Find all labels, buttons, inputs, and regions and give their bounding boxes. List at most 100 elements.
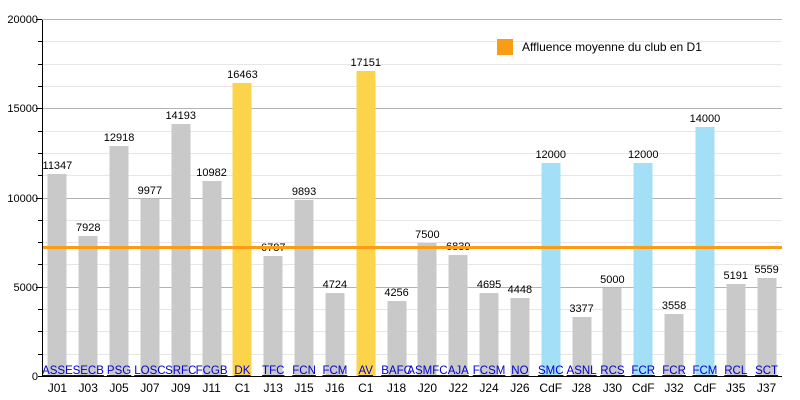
y-axis-tick: [38, 242, 42, 244]
bar: [232, 83, 252, 377]
round-label: C1: [234, 381, 251, 395]
round-label: J32: [664, 381, 684, 395]
bar-slot: 17151 AV C1: [350, 20, 381, 395]
round-label: J09: [171, 381, 191, 395]
bar: [356, 70, 376, 377]
y-tick-label: 10000: [7, 192, 38, 205]
bar: [726, 284, 746, 377]
bar-value-label: 14000: [689, 113, 721, 126]
bar-value-label: 5559: [754, 263, 779, 276]
major-gridline: [42, 286, 782, 288]
y-axis-tick: [38, 63, 42, 65]
club-link[interactable]: DK: [234, 365, 251, 377]
bar-value-label: 9893: [291, 186, 317, 199]
bar-slot: 12000 FCR CdF: [627, 20, 659, 395]
bar: [47, 174, 67, 377]
bar-value-label: 12000: [627, 148, 659, 161]
bar: [325, 292, 345, 377]
x-axis: [38, 376, 782, 377]
legend-color-swatch: [497, 39, 513, 55]
round-label: CdF: [631, 381, 655, 395]
bar-value-label: 7500: [415, 229, 440, 242]
bar-value-label: 14193: [165, 109, 197, 122]
round-label: J15: [294, 381, 314, 395]
club-link[interactable]: SCT: [755, 365, 779, 377]
club-link[interactable]: RCL: [724, 365, 748, 377]
club-link[interactable]: FCM: [692, 365, 718, 377]
bar-slot: 3558 FCR J32: [659, 20, 690, 396]
bar-slot: 10982 FCGB J11: [195, 20, 228, 395]
club-link[interactable]: BAFC: [381, 365, 412, 377]
y-axis-tick: [36, 286, 42, 288]
club-link[interactable]: FCR: [662, 365, 686, 377]
bar: [479, 293, 499, 377]
bar-value-label: 11347: [42, 160, 73, 173]
bar: [510, 297, 530, 377]
bar-value-label: 4724: [322, 278, 348, 291]
club-link[interactable]: AJA: [447, 365, 469, 377]
club-link[interactable]: FCR: [631, 365, 656, 377]
round-label: J22: [448, 381, 468, 395]
y-axis-tick: [38, 130, 42, 132]
bar-slot: 6839AJAJ22: [443, 20, 474, 395]
round-label: J35: [726, 381, 746, 395]
y-axis-tick: [38, 309, 42, 311]
round-label: J16: [325, 381, 345, 395]
y-tick-label: 5000: [13, 281, 38, 294]
round-label: J03: [78, 381, 98, 395]
round-label: J24: [479, 381, 499, 395]
round-label: CdF: [693, 381, 717, 395]
bar-slot: 5191 RCL J35: [720, 20, 751, 395]
club-link[interactable]: PSG: [106, 365, 132, 377]
round-label: C1: [358, 381, 374, 395]
bar-value-label: 10982: [196, 166, 227, 179]
minor-gridline: [42, 63, 782, 65]
club-link[interactable]: LOSC: [134, 365, 166, 377]
legend: Affluence moyenne du club en D1: [497, 39, 702, 55]
minor-gridline: [42, 130, 782, 132]
legend-label: Affluence moyenne du club en D1: [522, 40, 702, 54]
bar: [78, 235, 98, 377]
club-link[interactable]: FCSM: [472, 365, 506, 377]
club-link[interactable]: NO: [511, 365, 529, 377]
bar-value-label: 3558: [661, 299, 687, 312]
club-link[interactable]: RCS: [600, 365, 625, 377]
club-link[interactable]: SMC: [537, 365, 564, 377]
round-label: J11: [202, 381, 221, 395]
y-axis-tick: [38, 264, 42, 266]
bar-value-label: 9977: [137, 184, 163, 197]
bar-value-label: 5000: [600, 273, 625, 286]
average-attendance-line: [42, 245, 782, 249]
bar-slot: 5000 RCS J30: [597, 20, 628, 395]
club-link[interactable]: FCM: [322, 365, 348, 377]
bar-slot: 4724 FCM J16: [320, 20, 351, 395]
club-link[interactable]: ASNL: [566, 365, 597, 377]
y-axis-tick: [36, 108, 42, 110]
club-link[interactable]: TFC: [262, 365, 285, 377]
minor-gridline: [42, 264, 782, 266]
bar-slot: 9977 LOSC J07: [134, 20, 166, 395]
y-axis-tick: [38, 41, 42, 43]
club-link[interactable]: SECB: [72, 365, 104, 377]
bar-slot: 12918 PSG J05: [104, 20, 135, 395]
club-link[interactable]: FCGB: [195, 365, 228, 377]
y-axis-tick: [38, 152, 42, 154]
club-link[interactable]: ASMFC: [407, 365, 448, 377]
bar-slot: 7500 ASMFC J20: [407, 20, 447, 395]
bar: [448, 254, 468, 377]
round-label: J30: [602, 381, 623, 395]
minor-gridline: [42, 331, 782, 333]
bar-value-label: 5191: [723, 270, 748, 283]
club-link[interactable]: ASSE: [42, 365, 73, 377]
bar-slot: 6787TFCJ13: [258, 20, 289, 395]
round-label: J20: [417, 381, 438, 395]
club-link[interactable]: AV: [358, 365, 373, 377]
club-link[interactable]: FCN: [292, 365, 316, 377]
minor-gridline: [42, 41, 782, 43]
bar: [602, 287, 622, 377]
round-label: J18: [386, 381, 407, 395]
bar-value-label: 3377: [569, 302, 594, 315]
major-gridline: [42, 108, 782, 110]
club-link[interactable]: SRFC: [165, 365, 197, 377]
bar-value-label: 4448: [507, 283, 533, 296]
